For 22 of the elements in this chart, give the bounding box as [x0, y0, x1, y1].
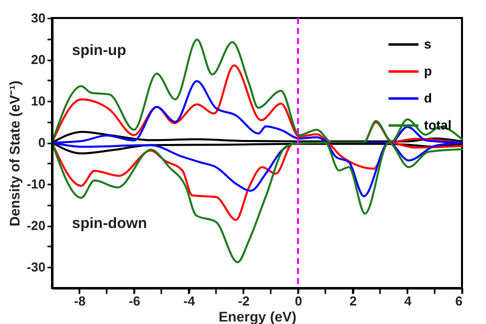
x-tick-label: 0 — [294, 294, 302, 308]
y-tick-label: -30 — [26, 260, 46, 275]
y-axis-title: Density of State (eV⁻¹) — [6, 80, 23, 226]
x-tick-label: -4 — [183, 294, 196, 308]
legend-label: s — [424, 36, 432, 52]
annotation: spin-down — [72, 215, 147, 232]
x-tick-label: -8 — [74, 294, 86, 308]
x-tick-label: 2 — [350, 294, 357, 308]
y-tick-label: 10 — [31, 94, 46, 109]
y-tick-label: -20 — [26, 218, 46, 234]
y-tick-label: 20 — [31, 52, 46, 68]
y-tick-label: 30 — [31, 10, 46, 26]
y-tick-label: 0 — [38, 135, 46, 150]
annotation: spin-up — [72, 42, 126, 59]
legend-label: d — [424, 90, 432, 106]
x-tick-label: 4 — [404, 294, 412, 308]
y-tick-label: -10 — [26, 176, 46, 192]
x-tick-label: 6 — [455, 294, 462, 308]
legend-label: p — [424, 64, 432, 78]
x-tick-label: -2 — [238, 294, 250, 308]
x-tick-label: -6 — [128, 294, 140, 308]
legend-label: total — [424, 118, 452, 132]
